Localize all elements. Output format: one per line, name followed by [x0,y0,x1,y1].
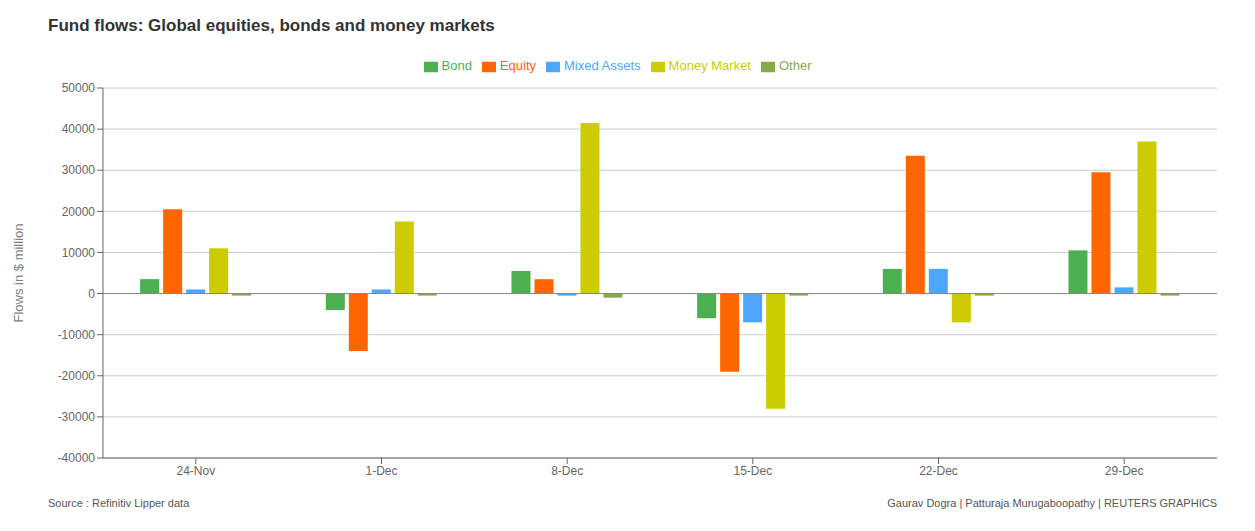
svg-text:0: 0 [88,287,95,301]
svg-text:15-Dec: 15-Dec [733,464,772,478]
html-text:Source : Refinitiv Lipper data: Source : Refinitiv Lipper data [48,497,190,509]
svg-text:Flows in $ million: Flows in $ million [11,224,26,323]
svg-text:10000: 10000 [62,246,96,260]
html-text:Bond: Bond [441,58,472,73]
svg-text:40000: 40000 [62,122,96,136]
svg-text:-30000: -30000 [58,410,96,424]
svg-text:-10000: -10000 [58,328,96,342]
svg-text:8-Dec: 8-Dec [551,464,583,478]
svg-text:30000: 30000 [62,163,96,177]
html-text:Gaurav Dogra | Patturaja Murug: Gaurav Dogra | Patturaja Murugaboopathy … [887,497,1217,509]
html-text:Money Market: Money Market [668,58,751,73]
html-text:Mixed Assets: Mixed Assets [564,58,641,73]
svg-text:24-Nov: 24-Nov [176,464,215,478]
svg-text:-20000: -20000 [58,369,96,383]
html-text:Equity: Equity [499,58,536,73]
html-text:Fund flows: Global equities, b: Fund flows: Global equities, bonds and m… [48,16,495,35]
svg-text:20000: 20000 [62,205,96,219]
svg-text:29-Dec: 29-Dec [1105,464,1144,478]
html-text:Other: Other [779,58,812,73]
svg-text:-40000: -40000 [58,451,96,465]
svg-text:1-Dec: 1-Dec [365,464,397,478]
svg-text:50000: 50000 [62,81,96,95]
svg-text:22-Dec: 22-Dec [919,464,958,478]
